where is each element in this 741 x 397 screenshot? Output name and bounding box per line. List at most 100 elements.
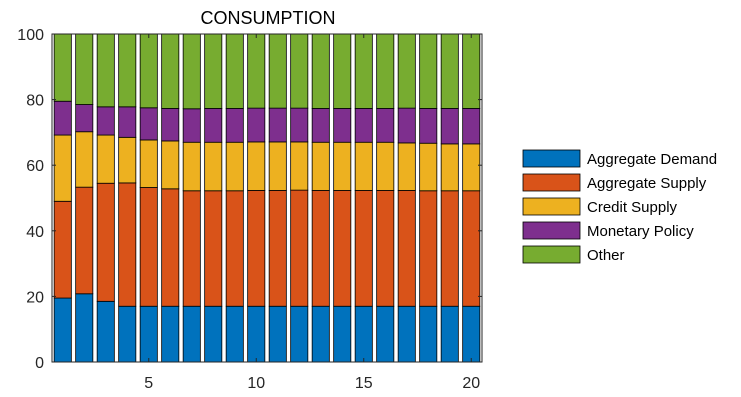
y-tick-label-60: 60 (26, 158, 44, 175)
bar-segment-3-x17 (397, 142, 416, 191)
bar-segment-5-x3 (96, 33, 115, 108)
bar-segment-5-x15 (354, 33, 373, 109)
bar-segment-5-x16 (376, 33, 395, 109)
bar-segment-3-x14 (333, 141, 352, 191)
bar-segment-2-x2 (75, 186, 94, 295)
bar-segment-4-x11 (268, 107, 287, 143)
bar-segment-5-x9 (225, 33, 244, 109)
bar-segment-1-x6 (161, 305, 180, 363)
bar-segment-4-x6 (161, 108, 180, 142)
bar-segment-2-x4 (118, 182, 137, 307)
y-tick-label-80: 80 (26, 93, 44, 110)
bar-segment-2-x12 (290, 189, 309, 307)
x-tick-label-20: 20 (462, 375, 480, 392)
bar-segment-2-x15 (354, 190, 373, 307)
bar-segment-4-x7 (182, 108, 201, 143)
bar-segment-1-x15 (354, 305, 373, 363)
bar-segment-4-x9 (225, 108, 244, 143)
y-tick-label-40: 40 (26, 224, 44, 241)
bar-segment-1-x1 (53, 297, 72, 363)
bar-segment-4-x5 (139, 107, 158, 141)
bar-segment-2-x7 (182, 190, 201, 307)
bar-segment-1-x16 (376, 305, 395, 363)
bar-segment-3-x20 (462, 143, 481, 192)
y-tick-label-0: 0 (35, 355, 44, 372)
bar-segment-5-x19 (440, 33, 459, 109)
bar-segment-3-x5 (139, 139, 158, 188)
bar-segment-3-x11 (268, 141, 287, 191)
bar-segment-2-x19 (440, 190, 459, 307)
bar-segment-4-x20 (462, 108, 481, 145)
plot-axes-box (51, 33, 483, 363)
bar-segment-2-x11 (268, 190, 287, 307)
bar-segment-4-x8 (204, 108, 223, 143)
bar-segment-1-x10 (247, 305, 266, 363)
bars-layer (53, 33, 481, 363)
bar-segment-1-x11 (268, 305, 287, 363)
bar-segment-1-x18 (419, 305, 438, 363)
bar-segment-5-x6 (161, 33, 180, 109)
bar-segment-3-x6 (161, 140, 180, 190)
bar-segment-3-x9 (225, 141, 244, 192)
bar-segment-1-x5 (139, 305, 158, 363)
bar-segment-2-x9 (225, 190, 244, 307)
bar-segment-1-x17 (397, 305, 416, 363)
bar-segment-2-x10 (247, 190, 266, 307)
bar-segment-3-x12 (290, 141, 309, 191)
bar-segment-1-x9 (225, 305, 244, 363)
legend-swatch-2 (522, 173, 581, 192)
x-tick-label-5: 5 (144, 375, 153, 392)
bar-segment-1-x2 (75, 293, 94, 363)
bar-segment-2-x20 (462, 190, 481, 307)
bar-segment-1-x19 (440, 305, 459, 363)
bar-segment-5-x7 (182, 33, 201, 110)
legend-label-1: Aggregate Demand (587, 151, 717, 168)
bar-segment-2-x16 (376, 190, 395, 307)
bar-segment-3-x18 (419, 142, 438, 192)
y-tick-label-20: 20 (26, 289, 44, 306)
legend-swatch-4 (522, 221, 581, 240)
legend-label-2: Aggregate Supply (587, 175, 707, 192)
bar-segment-4-x10 (247, 107, 266, 143)
legend-swatch-3 (522, 197, 581, 216)
bar-segment-5-x5 (139, 33, 158, 109)
ticks-layer: 0 20 40 60 80 100 5 10 15 20 (17, 27, 482, 392)
bar-segment-4-x18 (419, 108, 438, 144)
bar-segment-5-x11 (268, 33, 287, 109)
bar-segment-2-x8 (204, 190, 223, 307)
bar-segment-5-x1 (53, 33, 72, 102)
bar-segment-1-x7 (182, 305, 201, 363)
y-tick-label-100: 100 (17, 27, 44, 44)
bar-segment-5-x4 (118, 33, 137, 108)
bar-segment-4-x1 (53, 100, 72, 136)
bar-segment-1-x3 (96, 300, 115, 363)
bar-segment-1-x20 (462, 305, 481, 363)
bar-segment-4-x13 (311, 108, 330, 143)
bar-segment-4-x16 (376, 108, 395, 143)
bar-segment-3-x8 (204, 141, 223, 192)
bar-segment-5-x2 (75, 33, 94, 105)
bar-segment-5-x20 (462, 33, 481, 109)
bar-segment-4-x4 (118, 106, 137, 138)
legend-label-5: Other (587, 247, 625, 264)
bar-segment-2-x3 (96, 182, 115, 302)
bar-segment-5-x10 (247, 33, 266, 109)
bar-segment-5-x13 (311, 33, 330, 109)
bar-segment-3-x7 (182, 141, 201, 192)
bar-segment-5-x17 (397, 33, 416, 109)
bar-segment-4-x12 (290, 107, 309, 143)
bar-segment-4-x14 (333, 108, 352, 143)
bar-segment-3-x4 (118, 136, 137, 184)
bar-segment-3-x13 (311, 141, 330, 191)
bar-segment-5-x8 (204, 33, 223, 109)
legend-swatch-1 (522, 149, 581, 168)
bar-segment-1-x4 (118, 305, 137, 363)
bar-segment-4-x17 (397, 107, 416, 144)
bar-segment-2-x17 (397, 190, 416, 307)
bar-segment-5-x18 (419, 33, 438, 109)
x-tick-label-10: 10 (247, 375, 265, 392)
bar-segment-2-x18 (419, 190, 438, 307)
bar-segment-3-x2 (75, 131, 94, 188)
